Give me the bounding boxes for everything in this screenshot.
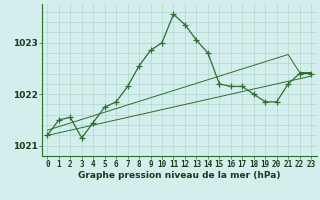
- X-axis label: Graphe pression niveau de la mer (hPa): Graphe pression niveau de la mer (hPa): [78, 171, 280, 180]
